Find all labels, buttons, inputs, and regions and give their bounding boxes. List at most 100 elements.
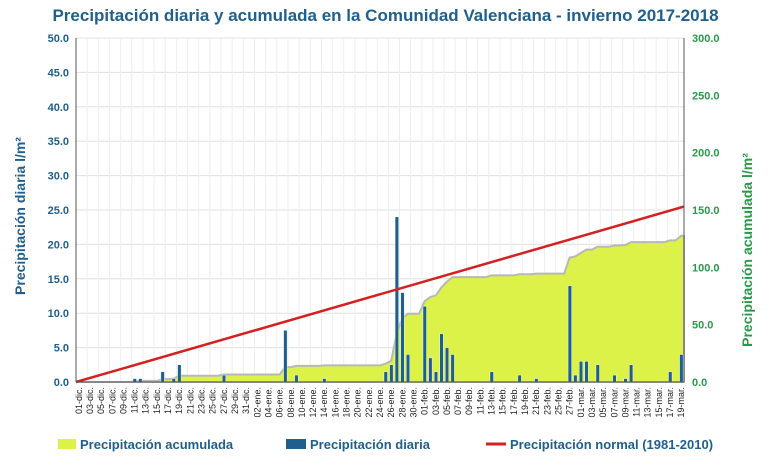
y-tick-label-left: 0.0 <box>54 377 69 389</box>
daily-bar <box>132 378 137 383</box>
daily-bar <box>394 216 399 383</box>
daily-bar <box>221 374 226 383</box>
daily-bar <box>439 333 444 383</box>
y-tick-label-right: 250.0 <box>692 90 720 102</box>
axes: 0.0 5.0 10.0 15.0 20.0 25.0 30.0 35.0 40.0 45.0 50… <box>12 33 755 418</box>
legend-label-cumulative: Precipitación acumulada <box>80 437 234 452</box>
x-tick-label: 22-ene. <box>364 387 374 418</box>
legend: Precipitación acumulada Precipitación dia… <box>58 437 713 452</box>
x-tick-label: 08-ene. <box>286 387 296 418</box>
daily-bar <box>160 371 165 383</box>
daily-bar <box>422 306 427 383</box>
x-tick-label: 06-ene. <box>275 387 285 418</box>
y-tick-label-right: 0.0 <box>692 377 707 389</box>
x-tick-label: 17-mar. <box>665 387 675 418</box>
daily-bar <box>383 371 388 383</box>
daily-bar <box>629 364 634 383</box>
x-tick-label: 31-dic. <box>241 387 251 414</box>
x-tick-label: 13-dic. <box>141 387 151 414</box>
cumulative-area-shape <box>76 234 685 383</box>
daily-bar <box>679 354 684 383</box>
daily-bar <box>450 354 455 383</box>
x-tick-label: 21-dic. <box>185 387 195 414</box>
x-tick-label: 17-feb. <box>509 387 519 415</box>
daily-bar <box>567 285 572 383</box>
y-tick-label-left: 15.0 <box>48 274 69 286</box>
x-tick-label: 02-ene. <box>252 387 262 418</box>
cumulative-area <box>76 234 685 383</box>
legend-swatch-cumulative <box>58 439 76 449</box>
x-tick-label: 15-dic. <box>152 387 162 414</box>
x-tick-label: 25-dic. <box>208 387 218 414</box>
y-tick-label-right: 150.0 <box>692 205 720 217</box>
x-tick-label: 21-feb. <box>531 387 541 415</box>
x-tick-label: 11-mar. <box>632 387 642 417</box>
x-tick-label: 03-mar. <box>587 387 597 418</box>
x-tick-label: 05-mar. <box>598 387 608 418</box>
x-tick-label: 13-mar. <box>643 387 653 418</box>
y-axis-title-left: Precipitación diaria l/m² <box>12 137 28 295</box>
daily-bar <box>400 292 405 383</box>
x-tick-label: 19-feb. <box>520 387 530 415</box>
x-tick-label: 11-feb. <box>475 387 485 414</box>
x-tick-label: 15-mar. <box>654 387 664 418</box>
x-tick-label: 23-feb. <box>542 387 552 415</box>
y-tick-label-left: 20.0 <box>48 239 69 251</box>
legend-label-daily: Precipitación diaria <box>310 437 431 452</box>
x-tick-label: 10-ene. <box>297 387 307 418</box>
chart-title: Precipitación diaria y acumulada en la C… <box>52 6 719 25</box>
x-tick-label: 09-dic. <box>118 387 128 414</box>
daily-bar <box>579 361 583 383</box>
x-tick-label: 09-feb. <box>464 387 474 415</box>
daily-bar <box>623 378 628 383</box>
daily-bar <box>138 378 143 383</box>
daily-bar <box>406 354 410 383</box>
daily-bar <box>573 374 578 383</box>
x-tick-label: 17-dic. <box>163 387 173 414</box>
y-tick-label-right: 50.0 <box>692 320 713 332</box>
x-tick-label: 04-ene. <box>263 387 273 418</box>
x-tick-label: 30-ene. <box>409 387 419 418</box>
y-tick-label-left: 30.0 <box>48 171 69 183</box>
x-tick-label: 23-dic. <box>197 387 207 414</box>
x-tick-label: 07-feb. <box>453 387 463 415</box>
daily-bar <box>283 330 288 383</box>
x-tick-label: 09-mar. <box>620 387 630 418</box>
x-tick-label: 20-ene. <box>353 387 363 418</box>
y-axis-title-right: Precipitación acumulada l/m² <box>739 153 755 347</box>
x-tick-label: 14-ene. <box>319 387 329 418</box>
y-tick-label-left: 35.0 <box>48 136 69 148</box>
daily-bar <box>584 361 589 383</box>
x-tick-label: 24-ene. <box>375 387 385 418</box>
y-tick-label-left: 45.0 <box>48 67 69 79</box>
daily-bar <box>445 347 449 383</box>
daily-bar <box>517 374 522 383</box>
y-tick-label-left: 25.0 <box>48 205 69 217</box>
x-tick-label: 05-dic. <box>96 387 106 414</box>
daily-bar <box>434 371 438 383</box>
x-tick-label: 07-dic. <box>107 387 117 414</box>
x-tick-label: 19-mar. <box>676 387 686 418</box>
daily-bar <box>294 374 299 383</box>
daily-bar <box>612 374 617 383</box>
daily-bar <box>489 371 494 383</box>
y-tick-label-left: 50.0 <box>48 33 69 45</box>
y-tick-label-right: 100.0 <box>692 262 720 274</box>
daily-bar <box>322 378 327 383</box>
x-tick-label: 25-feb. <box>554 387 564 415</box>
daily-bar <box>534 378 539 383</box>
x-tick-label: 11-dic. <box>130 387 140 413</box>
normal-precip-line <box>75 205 685 384</box>
x-tick-label: 01-feb. <box>420 387 430 415</box>
daily-bar <box>177 364 182 383</box>
daily-bar <box>389 364 394 383</box>
x-tick-label: 28-ene. <box>397 387 407 418</box>
x-tick-label: 01-dic. <box>74 387 84 414</box>
x-tick-label: 07-mar. <box>609 387 619 418</box>
daily-bar <box>171 378 176 383</box>
x-tick-label: 19-dic. <box>174 387 184 414</box>
x-tick-label: 01-mar. <box>576 387 586 418</box>
daily-bar <box>668 371 673 383</box>
